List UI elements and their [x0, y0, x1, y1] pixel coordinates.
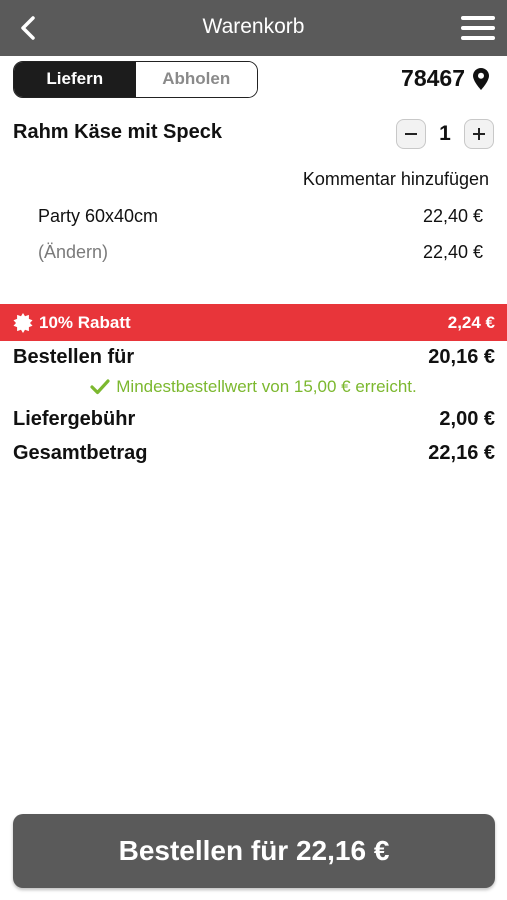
decrease-quantity-button[interactable]	[396, 119, 426, 149]
subtotal-label: Bestellen für	[13, 346, 135, 368]
tab-liefern[interactable]: Liefern	[14, 62, 136, 97]
delivery-mode-toggle: Liefern Abholen	[13, 61, 258, 98]
total-label: Gesamtbetrag	[13, 442, 148, 464]
quantity-stepper: 1	[396, 119, 494, 149]
page-title: Warenkorb	[202, 15, 305, 38]
cart-item-name: Rahm Käse mit Speck	[13, 121, 222, 143]
quantity-value: 1	[439, 122, 451, 145]
change-item-link[interactable]: (Ändern)	[38, 242, 109, 262]
discount-label: 10% Rabatt	[39, 312, 131, 332]
item-change-row: (Ändern) 22,40 €	[38, 242, 483, 263]
checkout-button[interactable]: Bestellen für 22,16 €	[13, 814, 495, 888]
add-comment-link[interactable]: Kommentar hinzufügen	[302, 169, 489, 189]
minimum-order-notice: Mindestbestellwert von 15,00 € erreicht.	[0, 377, 507, 397]
minimum-order-text: Mindestbestellwert von 15,00 € erreicht.	[116, 377, 417, 396]
postal-code: 78467	[401, 65, 465, 91]
chevron-left-icon	[21, 16, 35, 40]
delivery-fee-row: Liefergebühr 2,00 €	[13, 408, 495, 431]
discount-amount: 2,24 €	[447, 312, 495, 332]
minus-icon	[405, 133, 417, 135]
top-app-bar: Warenkorb	[0, 0, 507, 56]
map-pin-icon	[473, 67, 489, 90]
subtotal-row: Bestellen für 20,16 €	[13, 346, 495, 369]
back-button[interactable]	[14, 12, 46, 44]
subtotal-value: 20,16 €	[428, 346, 495, 368]
item-size-label: Party 60x40cm	[38, 206, 159, 226]
discount-banner: 10% Rabatt 2,24 €	[0, 304, 507, 341]
discount-badge-icon	[13, 312, 33, 333]
checkmark-icon	[90, 379, 110, 395]
delivery-fee-value: 2,00 €	[439, 408, 495, 430]
location-selector[interactable]: 78467	[401, 65, 489, 92]
item-size-row: Party 60x40cm 22,40 €	[38, 206, 483, 227]
delivery-fee-label: Liefergebühr	[13, 408, 136, 430]
item-total-price: 22,40 €	[422, 242, 483, 262]
item-size-price: 22,40 €	[422, 206, 483, 226]
increase-quantity-button[interactable]	[464, 119, 494, 149]
hamburger-menu-icon	[461, 16, 495, 20]
total-value: 22,16 €	[428, 442, 495, 464]
total-row: Gesamtbetrag 22,16 €	[13, 442, 495, 465]
tab-abholen[interactable]: Abholen	[135, 62, 257, 97]
plus-icon	[473, 128, 485, 140]
menu-button[interactable]	[461, 14, 497, 42]
